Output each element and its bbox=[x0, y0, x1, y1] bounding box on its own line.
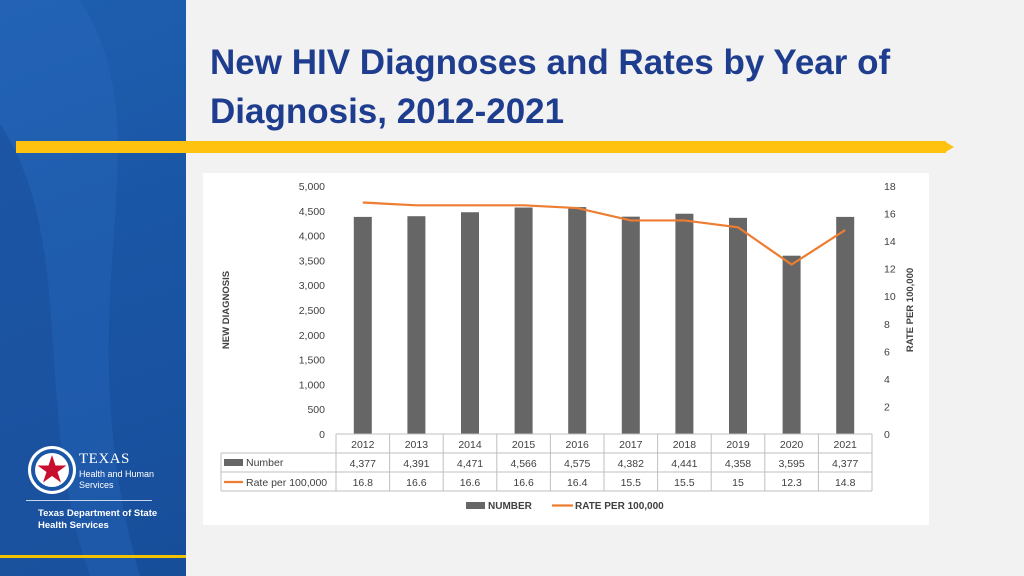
x-tick-label: 2014 bbox=[458, 439, 482, 451]
y-tick-label: 4,000 bbox=[299, 231, 325, 243]
y-tick-label: 3,500 bbox=[299, 255, 325, 267]
table-number-label: Number bbox=[246, 457, 284, 469]
y2-tick-label: 0 bbox=[884, 429, 890, 441]
bar-2016 bbox=[568, 207, 587, 434]
x-tick-label: 2021 bbox=[834, 439, 858, 451]
x-tick-label: 2018 bbox=[673, 439, 697, 451]
y-tick-label: 1,500 bbox=[299, 355, 325, 367]
table-rate-value: 16.8 bbox=[353, 477, 374, 489]
y2-tick-label: 2 bbox=[884, 401, 890, 413]
y2-tick-label: 16 bbox=[884, 209, 896, 221]
bar-2019 bbox=[729, 217, 747, 434]
table-number-value: 4,566 bbox=[510, 458, 536, 470]
table-rate-value: 12.3 bbox=[781, 477, 802, 489]
table-number-value: 4,471 bbox=[457, 458, 483, 470]
table-rate-value: 15 bbox=[732, 477, 744, 489]
chart-panel: 0 500 1,000 1,500 2,000 2,500 3,000 3,500 4,000 4… bbox=[203, 173, 929, 525]
y-tick-label: 0 bbox=[319, 429, 325, 441]
table-rate-value: 15.5 bbox=[674, 477, 695, 489]
x-tick-label: 2017 bbox=[619, 439, 643, 451]
x-tick-label: 2013 bbox=[405, 439, 429, 451]
bar-2017 bbox=[621, 216, 640, 434]
x-tick-label: 2019 bbox=[726, 439, 750, 451]
texas-star-seal-icon bbox=[28, 446, 76, 494]
y-axis-title: NEW DIAGNOSIS bbox=[221, 271, 232, 349]
bar-2013 bbox=[407, 216, 426, 434]
table-rate-value: 16.6 bbox=[406, 477, 427, 489]
bar-2018 bbox=[675, 213, 694, 434]
title-underline-bar bbox=[16, 141, 946, 153]
y2-tick-label: 10 bbox=[884, 291, 896, 303]
rate-line bbox=[362, 201, 846, 266]
y2-axis-title: RATE PER 100,000 bbox=[905, 268, 916, 352]
bar-2012 bbox=[353, 216, 372, 434]
legend-rate-label: RATE PER 100,000 bbox=[575, 501, 664, 512]
x-tick-label: 2012 bbox=[351, 439, 375, 451]
x-tick-label: 2015 bbox=[512, 439, 536, 451]
y2-tick-label: 8 bbox=[884, 319, 890, 331]
table-rate-value: 16.6 bbox=[460, 477, 481, 489]
bar-2014 bbox=[461, 212, 479, 434]
bar-2021 bbox=[836, 216, 855, 434]
y2-tick-label: 6 bbox=[884, 346, 890, 358]
logo-subtitle: Health and Human Services bbox=[79, 469, 155, 490]
slide-title: New HIV Diagnoses and Rates by Year of D… bbox=[210, 43, 891, 131]
table-rate-value: 16.4 bbox=[567, 477, 588, 489]
y2-tick-label: 18 bbox=[884, 181, 896, 193]
table-number-value: 4,358 bbox=[725, 458, 751, 470]
bar-2020 bbox=[782, 255, 801, 434]
bar-2015 bbox=[514, 207, 533, 434]
y-tick-label: 2,000 bbox=[299, 330, 325, 342]
sidebar-accent-line bbox=[0, 555, 186, 558]
y-tick-label: 500 bbox=[307, 404, 325, 416]
combo-chart: 0 500 1,000 1,500 2,000 2,500 3,000 3,500 4,000 4… bbox=[220, 181, 916, 512]
y2-tick-label: 14 bbox=[884, 236, 896, 248]
table-number-value: 3,595 bbox=[778, 458, 804, 470]
y2-tick-label: 12 bbox=[884, 264, 896, 276]
table-number-value: 4,391 bbox=[403, 458, 429, 470]
table-number-value: 4,377 bbox=[832, 458, 858, 470]
sidebar: TEXAS Health and Human Services Texas De… bbox=[0, 0, 186, 576]
y-tick-label: 2,500 bbox=[299, 305, 325, 317]
x-tick-label: 2020 bbox=[780, 439, 804, 451]
logo-word: TEXAS bbox=[79, 451, 130, 467]
table-number-key bbox=[224, 459, 243, 466]
table-rate-value: 15.5 bbox=[621, 477, 642, 489]
y-tick-label: 1,000 bbox=[299, 379, 325, 391]
legend-number-label: NUMBER bbox=[488, 501, 533, 512]
logo-divider bbox=[26, 500, 152, 501]
title-underline-tip bbox=[944, 141, 954, 153]
y-tick-label: 5,000 bbox=[299, 181, 325, 193]
y2-tick-label: 4 bbox=[884, 374, 890, 386]
y-tick-label: 4,500 bbox=[299, 206, 325, 218]
legend-number-key bbox=[466, 502, 485, 509]
x-tick-label: 2016 bbox=[566, 439, 590, 451]
table-rate-label: Rate per 100,000 bbox=[246, 477, 327, 489]
table-number-value: 4,377 bbox=[350, 458, 376, 470]
table-number-value: 4,441 bbox=[671, 458, 697, 470]
table-number-value: 4,575 bbox=[564, 458, 590, 470]
y-tick-label: 3,000 bbox=[299, 280, 325, 292]
table-number-value: 4,382 bbox=[618, 458, 644, 470]
table-rate-value: 16.6 bbox=[513, 477, 534, 489]
agency-name: Texas Department of State Health Service… bbox=[38, 508, 158, 531]
table-rate-value: 14.8 bbox=[835, 477, 856, 489]
